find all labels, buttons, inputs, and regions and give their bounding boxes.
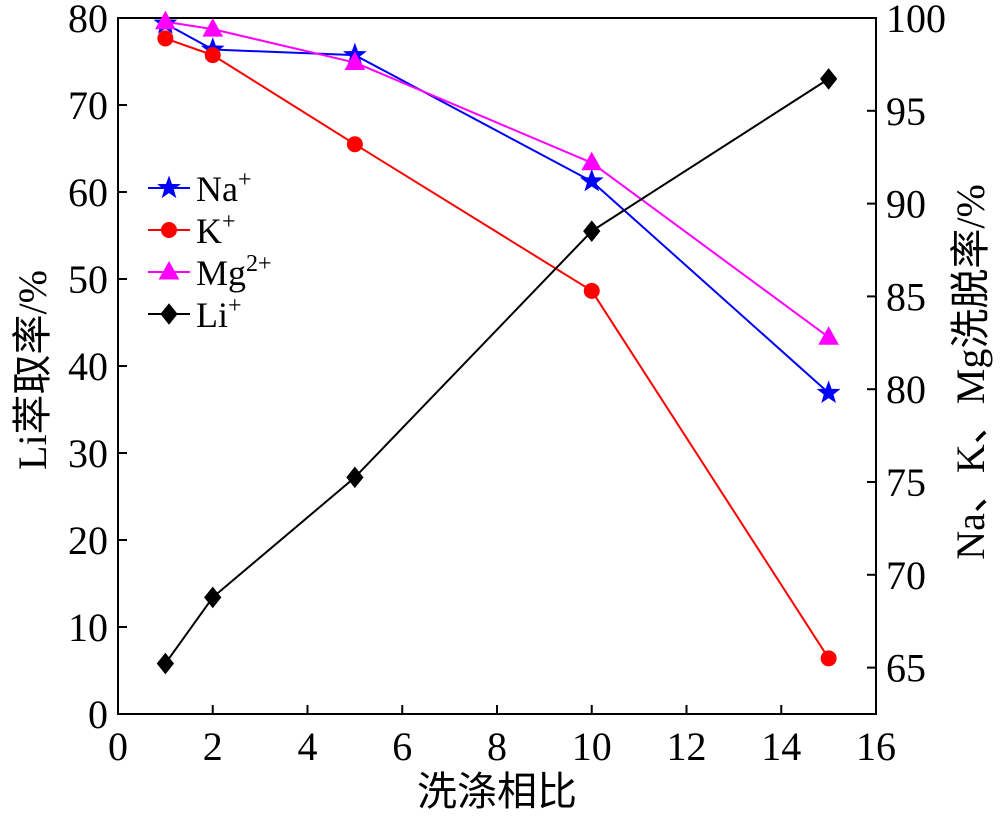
left-y-tick-label: 40 (68, 344, 108, 389)
data-point-li-5 (819, 68, 838, 90)
data-point-k-1 (157, 30, 174, 47)
series-line-mg2 (165, 20, 830, 339)
legend-item-na: Na+ (148, 167, 252, 209)
left-y-axis-label: Li萃取率/% (10, 270, 55, 470)
right-y-tick-label: 85 (886, 274, 926, 319)
data-point-mg2-5 (818, 326, 839, 345)
data-point-k-5 (820, 650, 837, 667)
right-y-tick-label: 70 (886, 553, 926, 598)
legend-marker-mg2 (158, 260, 180, 280)
left-y-tick-label: 30 (68, 431, 108, 476)
legend-label-mg2: Mg2+ (196, 251, 272, 293)
data-point-na-5 (816, 380, 841, 404)
x-tick-label: 16 (856, 724, 896, 769)
x-tick-label: 10 (572, 724, 612, 769)
data-point-mg2-2 (202, 18, 224, 37)
data-point-li-3 (346, 466, 364, 489)
left-y-tick-label: 0 (88, 692, 108, 737)
x-tick-label: 14 (761, 724, 801, 769)
x-tick-label: 4 (298, 724, 318, 769)
x-tick-label: 0 (108, 724, 128, 769)
data-point-k-4 (583, 282, 600, 299)
data-point-k-3 (346, 136, 363, 153)
legend-marker-li (160, 303, 178, 325)
x-axis-label: 洗涤相比 (417, 769, 577, 814)
data-point-na-4 (579, 168, 604, 192)
data-point-mg2-1 (155, 10, 176, 30)
left-y-tick-label: 50 (68, 257, 108, 302)
right-y-tick-label: 80 (886, 367, 926, 412)
series-mg2 (155, 10, 839, 345)
series-na (153, 11, 841, 404)
right-y-tick-label: 90 (886, 182, 926, 227)
right-y-axis-label: Na、K、Mg洗脱率/% (948, 184, 993, 560)
data-point-li-4 (583, 220, 601, 242)
x-tick-label: 6 (392, 724, 412, 769)
x-tick-label: 2 (203, 724, 223, 769)
right-y-tick-label: 100 (886, 0, 946, 41)
legend-label-na: Na+ (196, 167, 252, 209)
data-point-li-2 (204, 586, 222, 609)
left-y-axis: 0 10 20 30 40 50 60 70 80 (68, 0, 127, 737)
left-y-tick-label: 60 (68, 170, 108, 215)
right-y-tick-label: 75 (886, 460, 926, 505)
left-y-tick-label: 20 (68, 518, 108, 563)
legend-item-k: K+ (148, 209, 236, 251)
legend-item-li: Li+ (148, 293, 242, 335)
right-y-tick-label: 95 (886, 89, 926, 134)
legend-marker-na (157, 175, 181, 199)
right-y-tick-label: 65 (886, 646, 926, 691)
left-y-tick-label: 10 (68, 605, 108, 650)
data-point-li-1 (156, 652, 175, 675)
data-point-k-2 (204, 47, 221, 64)
legend-item-mg2: Mg2+ (148, 251, 272, 293)
legend-label-k: K+ (196, 209, 236, 251)
x-tick-label: 12 (667, 724, 707, 769)
legend: Na+K+Mg2+Li+ (148, 167, 272, 335)
data-point-mg2-3 (344, 51, 366, 71)
series-k (157, 30, 837, 667)
x-tick-label: 8 (487, 724, 507, 769)
legend-marker-k (161, 222, 177, 238)
series-layer (153, 10, 841, 675)
legend-label-li: Li+ (196, 293, 242, 335)
series-line-na (164, 22, 830, 394)
x-axis: 0 2 4 6 8 10 12 14 16 (108, 705, 896, 769)
data-point-mg2-4 (581, 151, 603, 171)
right-y-axis: 65 70 75 80 85 90 95 100 (867, 0, 946, 691)
left-y-tick-label: 70 (68, 83, 108, 128)
series-line-li (164, 78, 830, 665)
left-y-tick-label: 80 (68, 0, 108, 41)
series-li (156, 68, 838, 675)
